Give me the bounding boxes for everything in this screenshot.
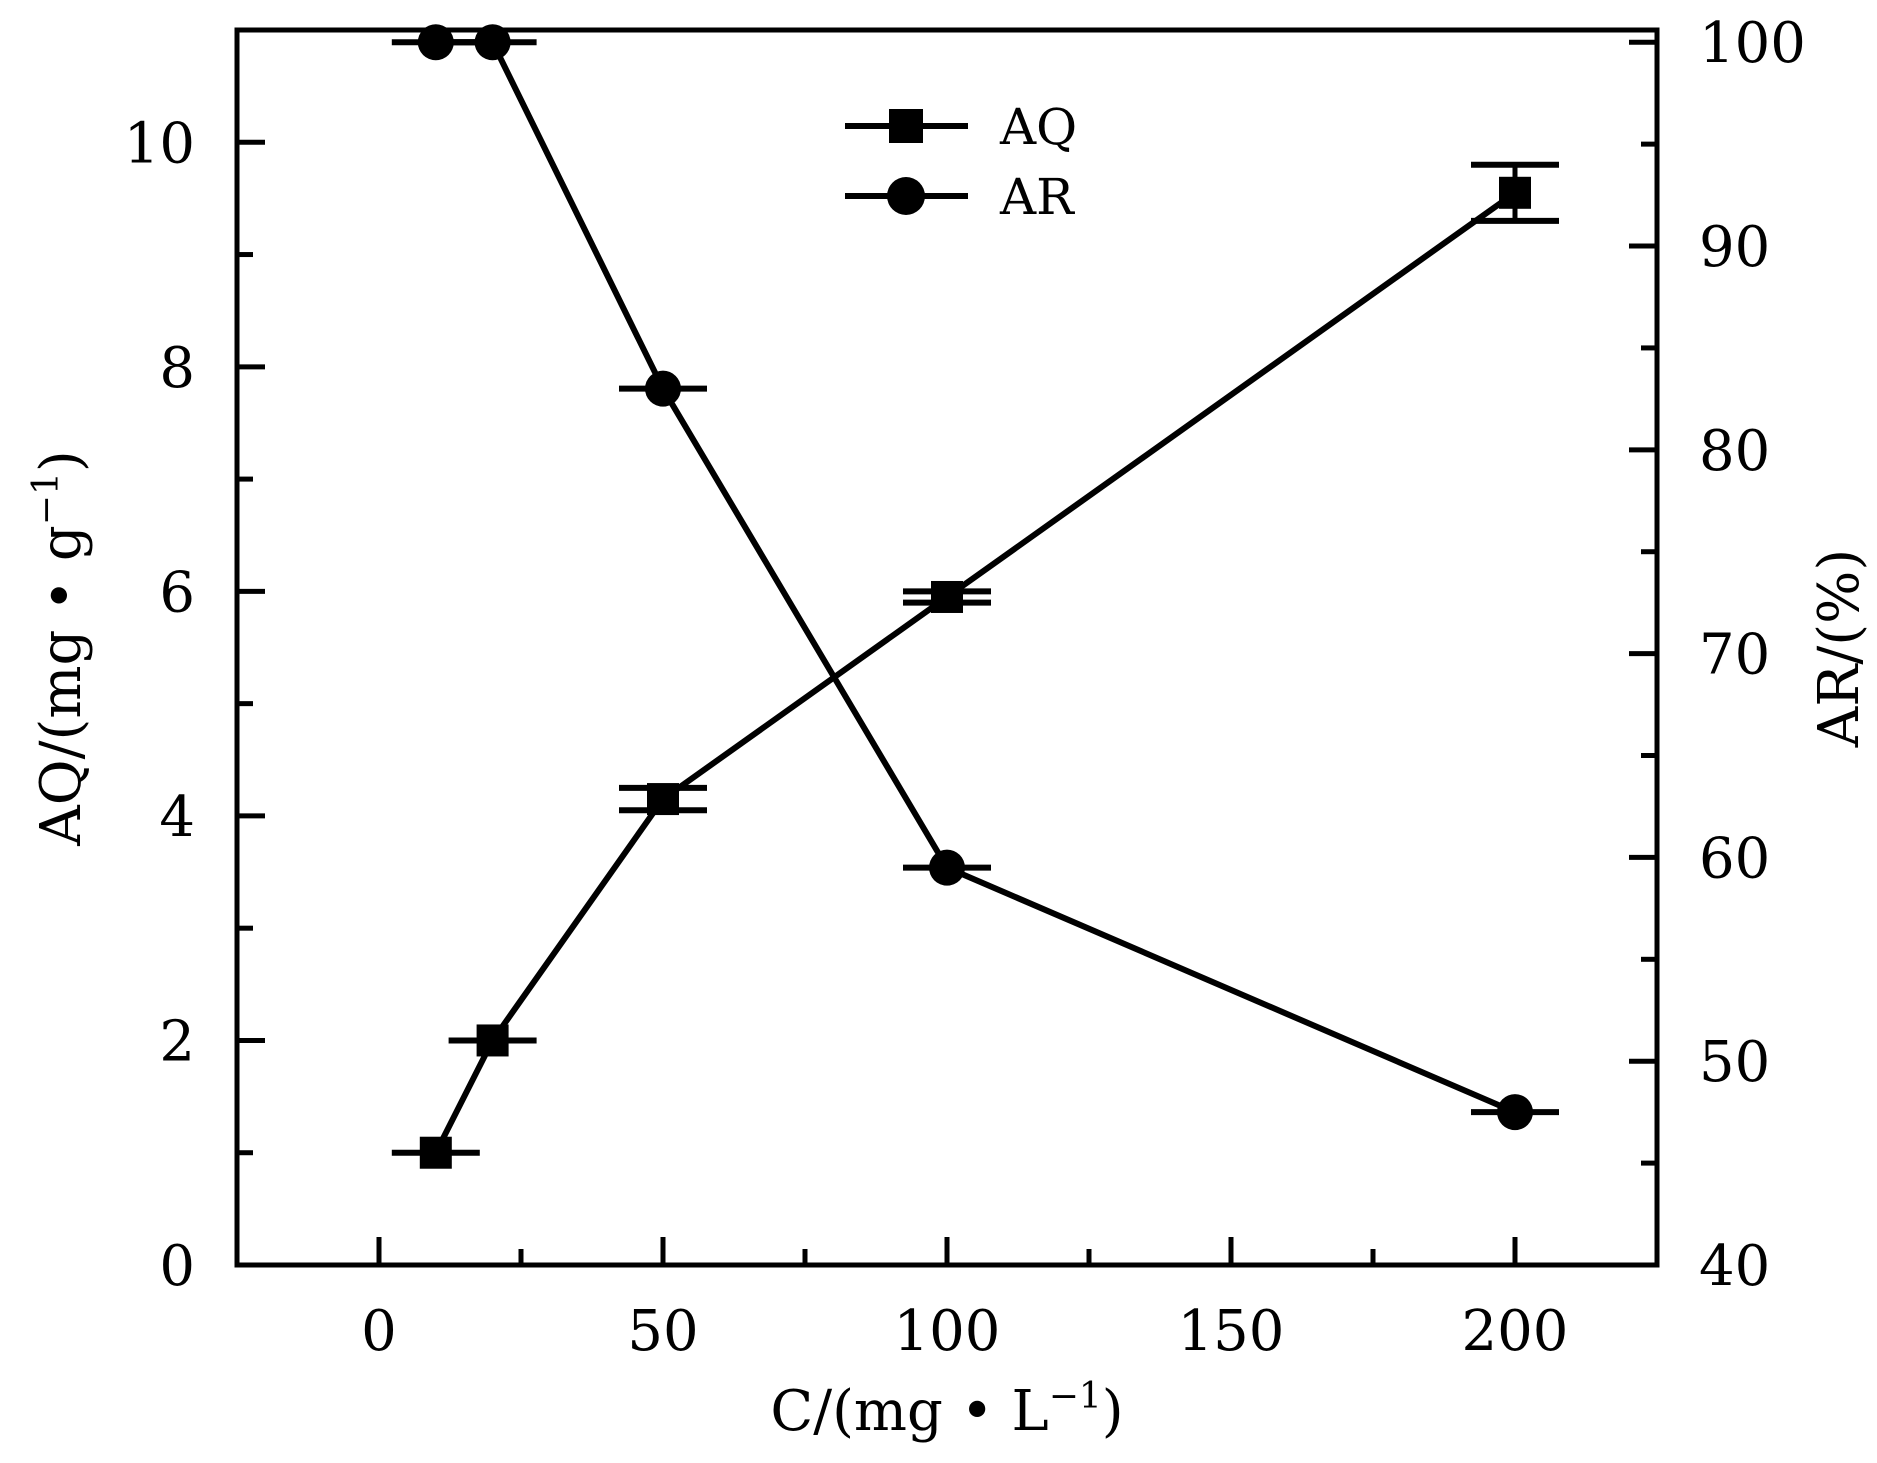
legend-aq-marker bbox=[889, 109, 923, 143]
x-tick-label: 0 bbox=[361, 1299, 397, 1364]
y-left-axis-title: AQ/(mg • g−1) bbox=[26, 450, 94, 846]
y-right-tick-label: 70 bbox=[1699, 623, 1770, 688]
legend: AQ AR bbox=[845, 98, 1077, 226]
ar-point bbox=[929, 849, 965, 886]
aq-point bbox=[931, 580, 963, 613]
y-left-axis-title-sup: −1 bbox=[26, 472, 67, 525]
aq-series-line bbox=[433, 190, 1517, 1155]
y-left-tick-label: 0 bbox=[159, 1234, 195, 1299]
y-right-tick-label: 50 bbox=[1699, 1030, 1770, 1095]
aq-point bbox=[476, 1024, 509, 1057]
x-tick-label: 100 bbox=[894, 1299, 1001, 1364]
x-axis-title-sup: −1 bbox=[1049, 1376, 1102, 1417]
y-left-tick-label: 8 bbox=[159, 336, 195, 401]
x-axis-ticks: 0 50 100 150 200 bbox=[361, 1237, 1568, 1364]
x-axis-title-main: C/(mg • L bbox=[770, 1379, 1048, 1444]
ar-point bbox=[417, 24, 454, 61]
legend-aq-label: AQ bbox=[999, 98, 1077, 156]
y-left-axis-title-tail: ) bbox=[29, 450, 94, 472]
y-right-tick-label: 100 bbox=[1699, 11, 1806, 76]
legend-ar-label: AR bbox=[999, 168, 1075, 226]
y-left-tick-label: 4 bbox=[159, 785, 195, 850]
y-right-axis-title: AR/(%) bbox=[1807, 549, 1872, 748]
ar-point bbox=[645, 370, 681, 407]
x-axis-title-tail: ) bbox=[1102, 1379, 1124, 1444]
legend-ar-marker bbox=[887, 177, 925, 215]
y-right-tick-label: 80 bbox=[1699, 419, 1770, 484]
y-left-axis-ticks: 0 2 4 6 8 10 bbox=[124, 111, 265, 1299]
x-axis-title: C/(mg • L−1) bbox=[770, 1376, 1123, 1444]
y-right-tick-label: 40 bbox=[1699, 1234, 1770, 1299]
aq-point bbox=[1499, 176, 1531, 209]
y-right-tick-label: 60 bbox=[1699, 826, 1770, 891]
aq-point bbox=[419, 1136, 452, 1169]
ar-point bbox=[474, 24, 511, 61]
aq-point bbox=[647, 783, 679, 816]
y-right-axis-ticks: 40 50 60 70 80 90 100 bbox=[1629, 11, 1806, 1299]
y-left-tick-label: 2 bbox=[159, 1009, 195, 1074]
y-right-tick-label: 90 bbox=[1699, 215, 1770, 280]
x-tick-label: 150 bbox=[1178, 1299, 1285, 1364]
y-left-tick-label: 6 bbox=[159, 560, 195, 625]
ar-point bbox=[1497, 1094, 1533, 1131]
series-layer bbox=[391, 24, 1559, 1169]
x-tick-label: 50 bbox=[627, 1299, 698, 1364]
y-left-tick-label: 10 bbox=[124, 111, 195, 176]
x-tick-label: 200 bbox=[1462, 1299, 1569, 1364]
y-left-axis-title-main: AQ/(mg • g bbox=[29, 525, 94, 847]
